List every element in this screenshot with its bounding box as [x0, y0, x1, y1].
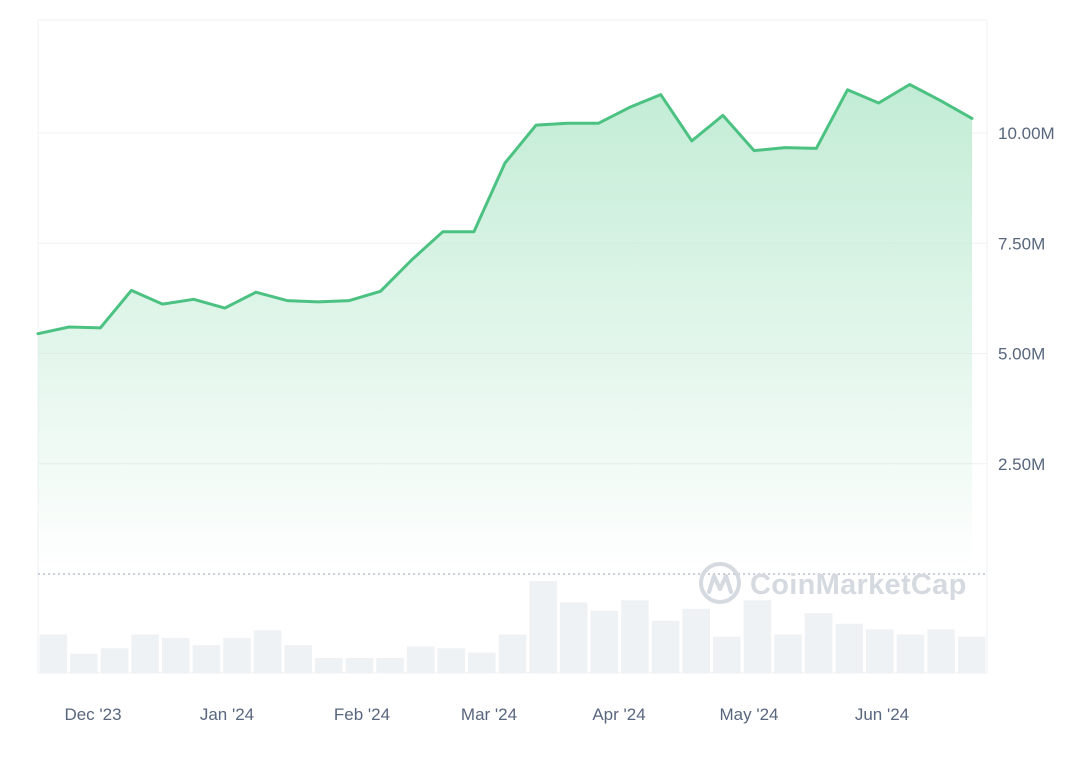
- volume-bar: [651, 620, 680, 673]
- y-tick-label: 10.00M: [998, 124, 1055, 143]
- volume-bar: [774, 634, 802, 673]
- volume-bar: [498, 634, 527, 673]
- x-tick-label: Jun '24: [855, 705, 909, 724]
- volume-bar: [835, 623, 864, 673]
- volume-bar: [223, 637, 251, 673]
- y-axis: 2.50M 5.00M 7.50M 10.00M: [998, 124, 1055, 474]
- volume-bar: [743, 600, 772, 673]
- volume-bar: [712, 636, 741, 673]
- volume-bar: [590, 610, 619, 673]
- volume-bar: [406, 646, 435, 673]
- volume-bar: [927, 629, 955, 673]
- y-tick-label: 7.50M: [998, 234, 1045, 253]
- volume-bar: [284, 645, 313, 673]
- x-tick-label: Feb '24: [334, 705, 390, 724]
- watermark-text: CoinMarketCap: [750, 569, 967, 601]
- x-axis: Dec '23 Jan '24 Feb '24 Mar '24 Apr '24 May '…: [64, 705, 909, 724]
- volume-bars: [39, 581, 986, 673]
- volume-bar: [161, 637, 190, 673]
- volume-bar: [437, 648, 466, 673]
- price-series: [36, 83, 974, 336]
- volume-bar: [70, 653, 98, 673]
- x-tick-label: Dec '23: [64, 705, 121, 724]
- volume-bar: [804, 613, 833, 673]
- price-area: [38, 84, 972, 574]
- y-tick-label: 5.00M: [998, 345, 1045, 364]
- volume-bar: [896, 634, 925, 673]
- x-tick-label: Apr '24: [592, 705, 645, 724]
- volume-bar: [957, 636, 986, 673]
- volume-bar: [100, 648, 129, 673]
- coinmarketcap-watermark: CoinMarketCap: [699, 562, 967, 604]
- volume-bar: [468, 652, 496, 673]
- volume-bar: [39, 634, 68, 673]
- volume-bar: [376, 658, 404, 673]
- x-tick-label: Jan '24: [200, 705, 254, 724]
- volume-bar: [559, 602, 588, 673]
- volume-bar: [529, 581, 557, 673]
- volume-bar: [345, 658, 374, 673]
- volume-bar: [621, 600, 649, 673]
- volume-bar: [253, 630, 282, 673]
- x-tick-label: May '24: [720, 705, 779, 724]
- volume-bar: [866, 629, 894, 673]
- y-tick-label: 2.50M: [998, 455, 1045, 474]
- price-line: [36, 83, 974, 336]
- price-area-fill: [38, 84, 972, 574]
- volume-bar: [131, 634, 159, 673]
- x-tick-label: Mar '24: [461, 705, 517, 724]
- volume-bar: [682, 608, 710, 673]
- volume-bar: [315, 658, 343, 673]
- volume-bar: [192, 645, 221, 673]
- coinmarketcap-logo-icon: [699, 562, 741, 604]
